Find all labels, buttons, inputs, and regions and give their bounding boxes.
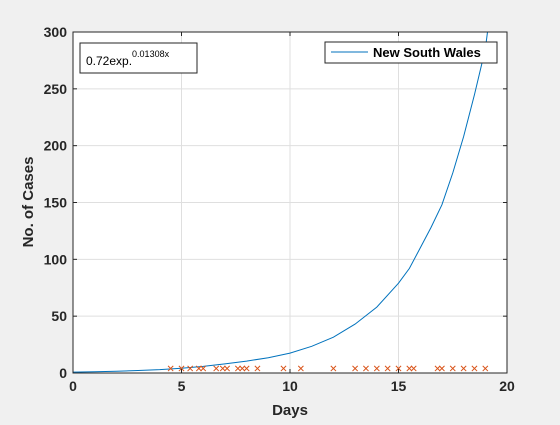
scatter-point xyxy=(471,365,478,372)
scatter-point xyxy=(254,365,261,372)
scatter-point xyxy=(224,365,231,372)
scatter-point xyxy=(362,365,369,372)
scatter-point xyxy=(482,365,489,372)
scatter-point xyxy=(373,365,380,372)
scatter-point xyxy=(178,365,185,372)
scatter-point xyxy=(460,365,467,372)
annotation-box: 0.72exp.0.01308x xyxy=(79,42,198,74)
scatter-point xyxy=(434,365,441,372)
x-tick-label: 5 xyxy=(178,378,186,394)
svg-text:0.72exp.0.01308x: 0.72exp.0.01308x xyxy=(86,49,170,68)
x-tick-label: 15 xyxy=(391,378,407,394)
y-tick-label: 300 xyxy=(44,24,68,40)
scatter-point xyxy=(352,365,359,372)
y-tick-label: 100 xyxy=(44,251,68,267)
scatter-point xyxy=(449,365,456,372)
scatter-point xyxy=(395,365,402,372)
x-tick-label: 20 xyxy=(499,378,515,394)
scatter-point xyxy=(438,365,445,372)
series-line-new-south-wales xyxy=(72,31,488,373)
annotation-exponent: 0.01308x xyxy=(132,49,170,59)
scatter-point xyxy=(280,365,287,372)
scatter-point xyxy=(219,365,226,372)
annotation-base: 0.72exp. xyxy=(86,54,132,68)
y-tick-label: 150 xyxy=(44,195,68,211)
legend-label: New South Wales xyxy=(373,45,481,60)
x-tick-label: 0 xyxy=(69,378,77,394)
scatter-point xyxy=(195,365,202,372)
y-tick-label: 50 xyxy=(51,308,67,324)
series-layer xyxy=(72,31,489,373)
scatter-point xyxy=(239,365,246,372)
y-tick-label: 200 xyxy=(44,138,68,154)
scatter-point xyxy=(406,365,413,372)
scatter-point xyxy=(234,365,241,372)
grid xyxy=(73,32,507,373)
scatter-point xyxy=(167,365,174,372)
x-tick-label: 10 xyxy=(282,378,298,394)
scatter-point xyxy=(213,365,220,372)
scatter-point xyxy=(297,365,304,372)
scatter-point xyxy=(200,365,207,372)
y-axis-label: No. of Cases xyxy=(20,157,37,248)
scatter-point xyxy=(330,365,337,372)
scatter-point xyxy=(410,365,417,372)
scatter-point xyxy=(384,365,391,372)
scatter-point xyxy=(187,365,194,372)
scatter-point xyxy=(243,365,250,372)
y-tick-label: 250 xyxy=(44,81,68,97)
y-tick-label: 0 xyxy=(59,365,67,381)
x-axis-label: Days xyxy=(272,402,308,419)
legend: New South Wales xyxy=(324,41,498,64)
